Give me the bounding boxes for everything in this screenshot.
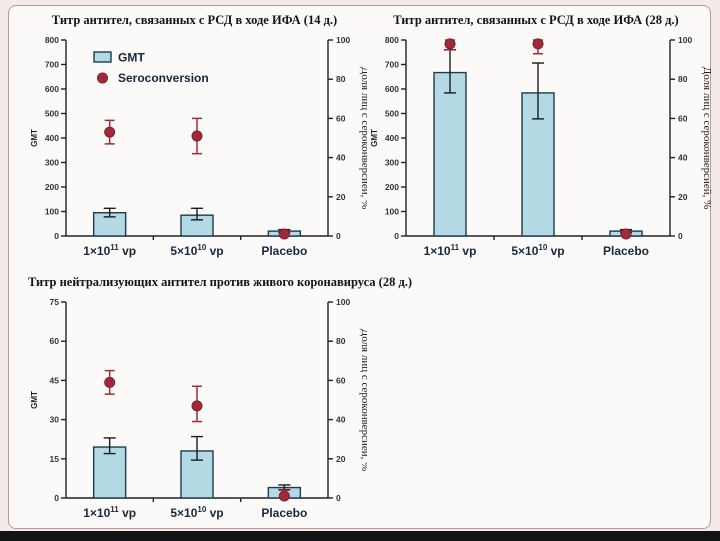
left-tick-label: 500 <box>45 109 59 119</box>
chart-title: Титр нейтрализующих антител против живог… <box>28 275 413 289</box>
right-axis-label: Доля лиц с сероконверсией, % <box>701 67 712 210</box>
bar-error-bar <box>103 207 116 218</box>
bar-error-bar <box>191 435 203 461</box>
seroconversion-point <box>191 130 203 142</box>
category-label: Placebo <box>261 244 307 258</box>
left-tick-label: 0 <box>394 231 399 241</box>
category-label: 1×1011 vp <box>83 505 136 520</box>
right-tick-label: 40 <box>336 415 346 425</box>
left-tick-label: 600 <box>385 84 399 94</box>
category-label: Placebo <box>603 244 649 258</box>
left-axis-label: GMT <box>30 129 39 147</box>
gmt-bar <box>433 71 467 237</box>
category-label: 5×1010 vp <box>170 505 223 520</box>
left-tick-label: 60 <box>50 336 60 346</box>
left-tick-label: 100 <box>45 207 59 217</box>
chart-rsd-elisa-28d: Титр антител, связанных с РСД в ходе ИФА… <box>360 10 712 262</box>
right-axis-label: Доля лиц с сероконверсией, % <box>359 329 367 472</box>
right-tick-label: 80 <box>336 336 346 346</box>
left-tick-label: 400 <box>385 133 399 143</box>
seroconversion-point <box>104 126 116 138</box>
legend-bar-swatch <box>93 51 112 63</box>
bar-error-bar <box>191 207 203 221</box>
left-tick-label: 400 <box>45 133 59 143</box>
legend: GMT Seroconversion <box>93 51 209 85</box>
left-tick-label: 200 <box>45 182 59 192</box>
left-tick-label: 700 <box>45 60 59 70</box>
bottom-bar <box>0 531 720 541</box>
left-tick-label: 600 <box>45 84 59 94</box>
legend-label-gmt: GMT <box>118 51 145 65</box>
bar-error-bar <box>532 62 544 120</box>
category-label: 1×1011 vp <box>83 243 136 258</box>
left-tick-label: 200 <box>385 182 399 192</box>
left-tick-label: 30 <box>50 415 60 425</box>
right-tick-label: 100 <box>336 35 350 45</box>
chart-plot: 0 100 200 300 400 500 600 700 800 0 20 40 60 80 100 GMT… <box>30 35 367 258</box>
left-tick-label: 0 <box>54 231 59 241</box>
left-tick-label: 700 <box>385 60 399 70</box>
right-tick-label: 60 <box>678 113 688 123</box>
right-tick-label: 40 <box>678 153 688 163</box>
seroconversion-point <box>532 38 544 50</box>
left-tick-label: 800 <box>45 35 59 45</box>
seroconversion-point <box>191 400 203 412</box>
left-tick-label: 45 <box>50 375 60 385</box>
gmt-bar <box>92 446 127 499</box>
right-tick-label: 20 <box>678 192 688 202</box>
left-axis-label: GMT <box>30 391 39 409</box>
right-tick-label: 60 <box>336 375 346 385</box>
left-tick-label: 300 <box>385 158 399 168</box>
legend-dot-swatch <box>97 72 108 84</box>
category-label: 1×1011 vp <box>424 243 477 258</box>
left-tick-label: 500 <box>385 109 399 119</box>
right-tick-label: 60 <box>336 113 346 123</box>
left-tick-label: 300 <box>45 158 59 168</box>
seroconversion-point <box>444 38 456 50</box>
left-tick-label: 15 <box>50 454 60 464</box>
bar-error-bar <box>103 437 116 455</box>
left-tick-label: 800 <box>385 35 399 45</box>
legend-label-seroconversion: Seroconversion <box>118 71 209 85</box>
chart-plot: 0 100 200 300 400 500 600 700 800 0 20 40 60 80 100 GMT… <box>370 35 712 258</box>
left-tick-label: 75 <box>50 297 60 307</box>
left-tick-label: 0 <box>54 493 59 503</box>
category-label: Placebo <box>261 506 307 520</box>
left-tick-label: 100 <box>385 207 399 217</box>
chart-title: Титр антител, связанных с РСД в ходе ИФА… <box>393 13 679 27</box>
right-tick-label: 80 <box>336 74 346 84</box>
right-tick-label: 40 <box>336 153 346 163</box>
right-tick-label: 20 <box>336 192 346 202</box>
chart-title: Титр антител, связанных с РСД в ходе ИФА… <box>51 13 338 27</box>
right-tick-label: 80 <box>678 74 688 84</box>
figure-frame <box>8 5 711 529</box>
seroconversion-point <box>278 490 290 502</box>
category-label: 5×1010 vp <box>511 243 564 258</box>
left-axis-label: GMT <box>370 129 379 147</box>
right-axis-label: Доля лиц с сероконверсией, % <box>359 67 367 210</box>
right-tick-label: 0 <box>678 231 683 241</box>
right-tick-label: 100 <box>336 297 350 307</box>
chart-neutralizing-28d: Титр нейтрализующих антител против живог… <box>22 272 413 524</box>
chart-plot: 0 15 30 45 60 75 0 20 40 60 80 100 GMT Доля лиц с сер… <box>30 297 367 520</box>
seroconversion-point <box>620 228 632 240</box>
category-label: 5×1010 vp <box>170 243 223 258</box>
right-tick-label: 0 <box>336 493 341 503</box>
seroconversion-point <box>104 376 116 388</box>
seroconversion-point <box>278 228 290 240</box>
right-tick-label: 0 <box>336 231 341 241</box>
right-tick-label: 100 <box>678 35 692 45</box>
chart-rsd-elisa-14d: Титр антител, связанных с РСД в ходе ИФА… <box>22 10 367 262</box>
right-tick-label: 20 <box>336 454 346 464</box>
